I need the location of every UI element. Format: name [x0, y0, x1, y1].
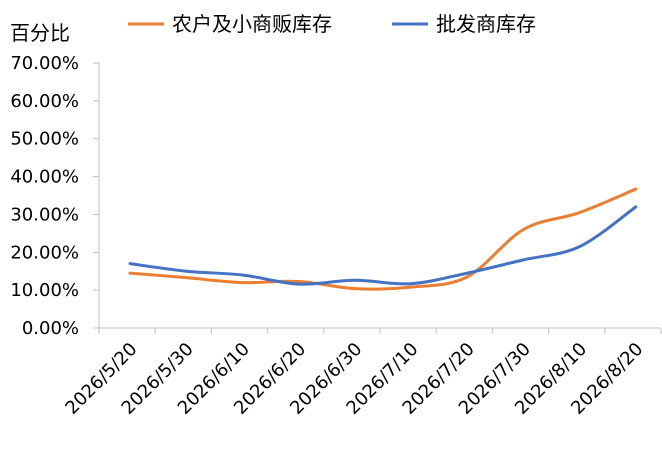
- series-1: [128, 187, 638, 291]
- series-1-point: [410, 286, 413, 289]
- series-1-point: [466, 275, 469, 278]
- y-tick-label: 40.00%: [10, 167, 79, 188]
- series-2-line: [128, 205, 638, 286]
- series-2-point: [578, 245, 581, 248]
- y-tick-label: 0.00%: [22, 318, 79, 339]
- series-1-point: [129, 272, 132, 275]
- series-layer: [128, 187, 638, 291]
- y-axis: 0.00% 10.00% 20.00% 30.00% 40.00% 50.00% 60.00…: [10, 53, 100, 339]
- y-tick-label: 50.00%: [10, 129, 79, 150]
- y-tick-label: 20.00%: [10, 242, 79, 263]
- legend-label: 农户及小商贩库存: [172, 12, 332, 36]
- series-1-point: [578, 211, 581, 214]
- series-2-point: [353, 279, 356, 282]
- series-2-point: [297, 283, 300, 286]
- series-1-point: [185, 276, 188, 279]
- series-1-point: [522, 228, 525, 231]
- y-tick-label: 70.00%: [10, 53, 79, 74]
- series-2-point: [634, 205, 637, 208]
- series-1-point: [634, 188, 637, 191]
- series-2-point: [522, 258, 525, 261]
- series-1-point: [297, 280, 300, 283]
- legend-item-2: 批发商库存: [392, 12, 536, 36]
- series-2-point: [410, 282, 413, 285]
- series-2-point: [466, 272, 469, 275]
- legend-item-1: 农户及小商贩库存: [128, 12, 332, 36]
- series-1-line: [128, 187, 638, 291]
- x-axis: 2026/5/202026/5/302026/6/102026/6/202026…: [61, 327, 662, 419]
- legend-label: 批发商库存: [436, 12, 536, 36]
- y-axis-unit-label: 百分比: [10, 21, 70, 45]
- y-tick-label: 60.00%: [10, 91, 79, 112]
- series-1-point: [241, 281, 244, 284]
- series-2-point: [185, 270, 188, 273]
- series-2-point: [241, 274, 244, 277]
- legend: 农户及小商贩库存 批发商库存: [128, 12, 536, 36]
- series-2-point: [129, 262, 132, 265]
- y-tick-label: 10.00%: [10, 280, 79, 301]
- series-2: [128, 205, 638, 286]
- y-tick-label: 30.00%: [10, 204, 79, 225]
- series-1-point: [353, 287, 356, 290]
